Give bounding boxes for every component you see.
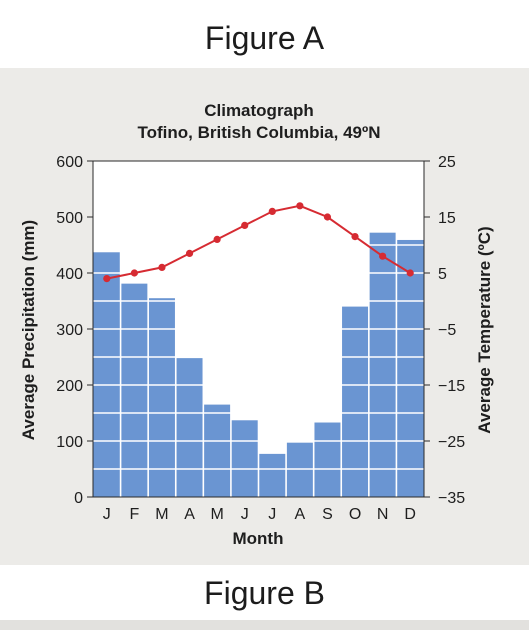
y-tick-label: 500 (56, 210, 83, 227)
precip-bar-1 (93, 252, 121, 497)
y-tick-label: 600 (56, 154, 83, 171)
temperature-point-2 (130, 269, 138, 277)
y-tick-label: 300 (56, 322, 83, 339)
y2-tick-label: −35 (438, 490, 465, 507)
temperature-point-1 (103, 275, 111, 283)
left-axis-ticks: 0 100 200 300 400 500 600 (56, 154, 93, 507)
x-tick-label: J (268, 506, 276, 523)
y-tick-label: 100 (56, 434, 83, 451)
precip-bar-5 (203, 404, 231, 497)
temperature-point-12 (406, 269, 414, 277)
climatograph-chart: Climatograph Tofino, British Columbia, 4… (19, 101, 494, 548)
temperature-point-11 (379, 252, 387, 260)
y-tick-label: 200 (56, 378, 83, 395)
x-tick-label: J (241, 506, 249, 523)
x-tick-label: N (377, 506, 389, 523)
precip-bar-12 (396, 239, 424, 497)
x-tick-label: A (184, 506, 195, 523)
x-axis-label: Month (233, 529, 284, 548)
x-tick-label: O (349, 506, 361, 523)
x-tick-label: M (210, 506, 223, 523)
grid-lines (93, 161, 424, 497)
temperature-point-4 (185, 249, 194, 257)
x-tick-label: M (155, 506, 168, 523)
y2-tick-label: 5 (438, 266, 447, 283)
y-tick-label: 0 (74, 490, 83, 507)
y2-tick-label: 15 (438, 210, 456, 227)
figure-b-caption: Figure B (204, 575, 325, 611)
temperature-point-5 (213, 235, 221, 243)
precip-bar-3 (148, 298, 176, 497)
figure-a-caption: Figure A (204, 20, 325, 56)
temperature-line (106, 204, 411, 280)
y2-tick-label: −25 (438, 434, 465, 451)
x-tick-label: A (295, 506, 306, 523)
temperature-point-10 (351, 233, 359, 241)
temperature-point-9 (323, 213, 332, 221)
precip-bar-11 (368, 232, 397, 497)
precip-bar-4 (175, 358, 204, 497)
temperature-point-6 (241, 221, 249, 229)
chart-title: Climatograph (204, 101, 314, 120)
precip-bar-10 (341, 306, 369, 497)
page-edge-strip (0, 620, 529, 630)
temperature-point-3 (158, 263, 166, 271)
precip-bar-2 (120, 283, 149, 497)
y2-tick-label: −5 (438, 322, 456, 339)
precip-bar-9 (313, 422, 342, 497)
temperature-point-7 (268, 207, 276, 215)
temperature-series (103, 202, 414, 283)
x-tick-label: J (103, 506, 111, 523)
precip-bar-6 (230, 420, 259, 497)
x-tick-label: S (322, 506, 333, 523)
y2-tick-label: 25 (438, 154, 456, 171)
x-tick-label: F (129, 506, 139, 523)
precip-bar-7 (258, 453, 287, 497)
y2-tick-label: −15 (438, 378, 465, 395)
y-tick-label: 400 (56, 266, 83, 283)
precip-bar-8 (286, 442, 314, 497)
y2-axis-label: Average Temperature (ºC) (475, 226, 494, 433)
x-tick-label: D (404, 506, 416, 523)
right-axis-ticks: −35 −25 −15 −5 5 15 25 (424, 154, 465, 507)
chart-subtitle: Tofino, British Columbia, 49ºN (138, 123, 381, 142)
temperature-point-8 (296, 202, 304, 210)
precipitation-bars (93, 232, 424, 497)
y-axis-label: Average Precipitation (mm) (19, 220, 38, 440)
